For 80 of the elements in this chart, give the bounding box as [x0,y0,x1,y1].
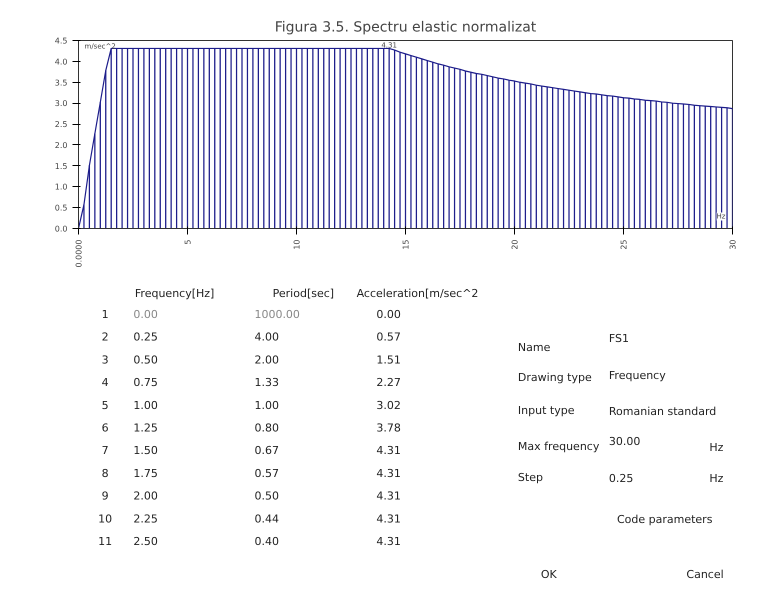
text: Frequency [608,369,666,382]
text: 10 [98,512,112,526]
text: 4.31 [376,512,401,526]
text: 2.27 [376,376,401,390]
text: 1.00 [133,398,158,412]
text: 1.33 [254,376,279,390]
x-tick-label: 5 [184,239,192,245]
text: 2.00 [254,353,279,366]
text: 1000.00 [254,308,300,321]
x-tick-label: 10 [292,239,302,250]
text: 1.25 [133,422,158,434]
text: 5 [102,398,109,412]
x-tick-label: 20 [510,239,520,250]
x-tick-label: 15 [402,239,410,250]
text: 4.31 [376,466,401,480]
text: Cancel [686,568,724,581]
y-tick-label: 1.0 [54,182,68,192]
text: 0.50 [133,353,158,366]
text: 0.00 [133,308,158,321]
text: 1.75 [133,466,158,480]
text: 4.31 [376,535,401,548]
text: FS1 [608,332,630,345]
text: 7 [102,444,109,458]
text: Step [518,471,543,484]
text: 0.00 [376,308,401,321]
text: Frequency[Hz] [134,287,214,300]
text: Hz [709,441,724,454]
y-tick-label: 3.0 [54,99,68,108]
text: 4.31 [376,444,401,458]
text: Code parameters [616,513,713,526]
text: 11 [98,535,112,548]
text: 0.57 [254,466,279,480]
text: Period[sec] [272,287,334,300]
text: 2.25 [133,512,158,526]
text: 30.00 [608,435,640,448]
text: 8 [102,466,109,480]
text: 1 [102,308,109,321]
text: 6 [102,422,109,434]
text: 2 [102,330,109,344]
text: Hz [709,472,724,485]
text: 1.51 [376,353,401,366]
text: 1.00 [254,398,279,412]
y-tick-label: 0.0 [54,224,68,234]
text: 3.78 [376,422,401,434]
text: 1.50 [133,444,158,458]
y-tick-label: 3.5 [54,78,68,88]
text: 4.31 [376,490,401,503]
y-tick-label: 2.0 [54,140,68,150]
text: 0.67 [254,444,279,458]
y-tick-label: 0.5 [54,204,68,213]
text: Name [518,341,551,354]
text: Romanian standard [608,405,716,418]
text: 0.80 [254,422,279,434]
x-tick-label: 25 [620,239,628,250]
text: 3.02 [376,398,401,412]
y-tick-label: 4.5 [54,36,68,46]
y-tick-label: 4.0 [54,57,68,66]
text: 0.50 [254,490,279,503]
x-tick-label: 0.0000 [74,239,84,268]
y-tick-label: 1.5 [54,162,68,171]
text: Acceleration[m/sec^2 [356,287,478,300]
text: 9 [102,490,109,503]
text: 0.44 [254,512,279,526]
chart-title: Figura 3.5. Spectru elastic normalizat [274,20,537,36]
text: OK [540,568,558,581]
y-tick-label: 2.5 [54,120,68,130]
text: 0.25 [608,472,634,485]
text: 0.40 [254,535,279,548]
x-tick-label: 30 [728,239,738,250]
text: 4 [102,376,109,390]
text: 0.25 [133,330,158,344]
text: Drawing type [518,371,592,384]
text: Input type [518,404,575,417]
text: 4.00 [254,330,279,344]
text: 3 [102,353,109,366]
text: 0.75 [133,376,158,390]
text: 2.00 [133,490,158,503]
text: 0.57 [376,330,401,344]
text: Max frequency [518,440,600,453]
text: 2.50 [133,535,158,548]
